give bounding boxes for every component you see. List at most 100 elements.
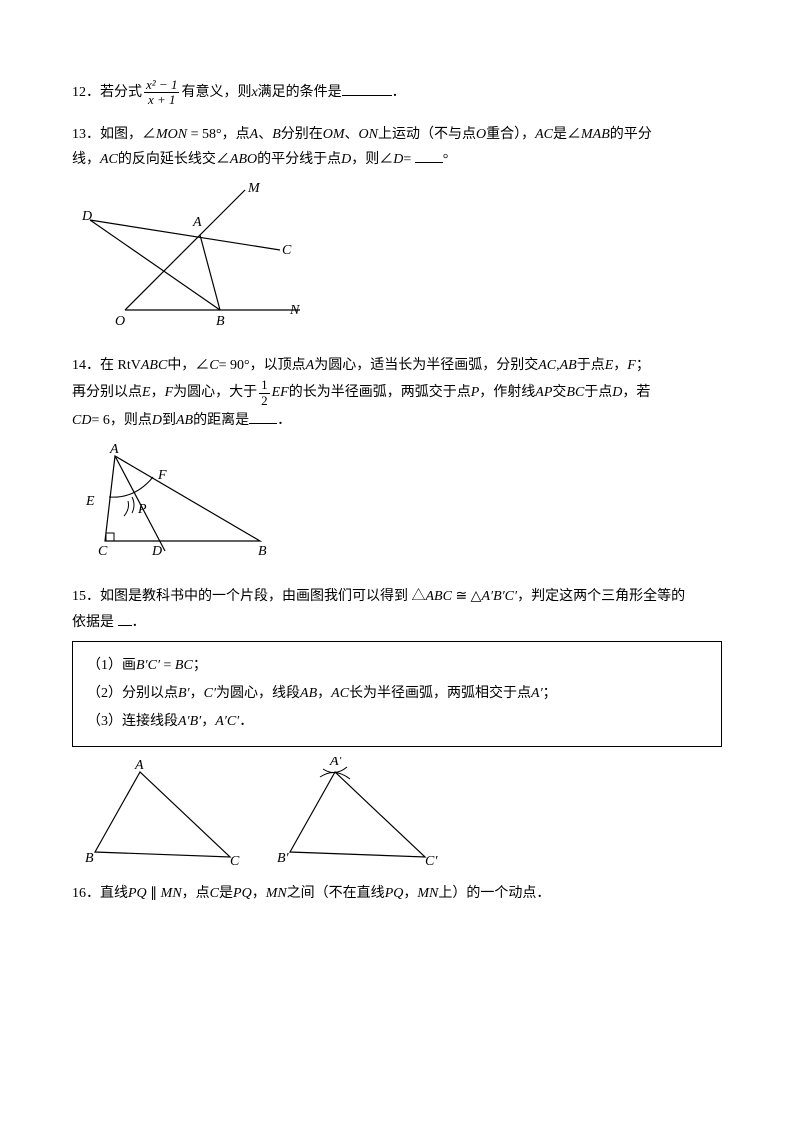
lbl-A2: A′: [329, 757, 343, 769]
lbl-B: B: [85, 851, 94, 866]
t: E: [605, 358, 614, 373]
t: 再分别以点: [72, 385, 142, 400]
figure-13-svg: M D A C O B N: [80, 180, 310, 330]
t: 中，∠: [167, 358, 209, 373]
lbl-O: O: [115, 314, 125, 329]
lbl-M: M: [247, 181, 261, 196]
q14-frac: 12: [259, 378, 270, 408]
t: = 58°，点: [187, 127, 250, 142]
problem-16-text: 16．直线PQ ∥ MN，点C是PQ，MN之间（不在直线PQ，MN上）的一个动点…: [72, 881, 722, 906]
q13-num: 13．: [72, 127, 100, 142]
lbl-B2: B′: [277, 851, 290, 866]
t: F: [165, 385, 174, 400]
q12-post: 满足的条件是: [258, 85, 342, 100]
t: D: [393, 152, 403, 167]
lbl-E: E: [85, 494, 95, 509]
t: ．: [239, 714, 253, 729]
t: 、: [258, 127, 272, 142]
t: AB: [300, 686, 317, 701]
t: ，: [190, 686, 204, 701]
t: 到: [162, 413, 176, 428]
t: 的反向延长线交∠: [118, 152, 230, 167]
t: A: [306, 358, 315, 373]
box-step-2: （2）分别以点B′，C′为圆心，线段AB，AC长为半径画弧，两弧相交于点A′；: [87, 680, 707, 708]
t: 长为半径画弧，两弧相交于点: [349, 686, 531, 701]
lbl-D: D: [81, 209, 92, 224]
q16-num: 16．: [72, 886, 100, 901]
t: 是: [219, 886, 233, 901]
q12-end: ．: [392, 85, 406, 100]
t: C: [209, 358, 218, 373]
t: PQ: [385, 886, 404, 901]
t: 为圆心，线段: [216, 686, 300, 701]
t: B: [272, 127, 281, 142]
t: ∥: [147, 886, 161, 901]
t: 、: [345, 127, 359, 142]
t: （2）分别以点: [87, 686, 178, 701]
q14-num: 14．: [72, 358, 100, 373]
t: ABC: [426, 589, 452, 604]
figure-15-right: A′ B′ C′: [275, 757, 440, 867]
q12-frac-num: x² − 1: [144, 78, 179, 93]
t: A′B′: [178, 714, 201, 729]
q15-blank: [118, 611, 132, 626]
problem-16: 16．直线PQ ∥ MN，点C是PQ，MN之间（不在直线PQ，MN上）的一个动点…: [72, 881, 722, 906]
lbl-C2: C′: [425, 854, 438, 867]
lbl-A: A: [192, 215, 202, 230]
t: ，作射线: [479, 385, 535, 400]
t: ，: [403, 886, 417, 901]
t: BC: [175, 658, 193, 673]
lbl-C: C: [282, 243, 292, 258]
t: ，若: [622, 385, 650, 400]
problem-12: 12．若分式x² − 1x + 1有意义，则x满足的条件是．: [72, 78, 722, 108]
q15-num: 15．: [72, 589, 100, 604]
t: EF: [272, 385, 289, 400]
t: ，点: [182, 886, 210, 901]
t: V: [131, 358, 141, 373]
t: 在 Rt: [100, 358, 131, 373]
q12-pre: 若分式: [100, 85, 142, 100]
t: 如图，∠: [100, 127, 156, 142]
t: MON: [156, 127, 187, 142]
t: D: [341, 152, 351, 167]
t: ON: [359, 127, 378, 142]
t: ，: [317, 686, 331, 701]
t: 上）的一个动点．: [438, 886, 550, 901]
q12-frac-den: x + 1: [144, 93, 179, 107]
q13-blank: [415, 148, 443, 163]
t: =: [403, 152, 411, 167]
box-step-1: （1）画B′C′ = BC；: [87, 652, 707, 680]
t: 分别在: [281, 127, 323, 142]
t: 为圆心，大于: [173, 385, 257, 400]
t: MN: [266, 886, 287, 901]
q14-blank: [249, 409, 277, 424]
lbl-C: C: [230, 854, 240, 867]
q12-fraction: x² − 1x + 1: [144, 78, 179, 108]
box-step-3: （3）连接线段A′B′，A′C′．: [87, 708, 707, 736]
t: ；: [543, 686, 557, 701]
t: 为圆心，适当长为半径画弧，分别交: [314, 358, 538, 373]
t: 的平分线于点: [257, 152, 341, 167]
t: MAB: [581, 127, 610, 142]
t: 2: [259, 394, 270, 408]
t: ；: [193, 658, 207, 673]
figure-13: M D A C O B N: [80, 180, 722, 339]
lbl-F: F: [157, 468, 167, 483]
t: MN: [161, 886, 182, 901]
t: AP: [535, 385, 552, 400]
t: 直线: [100, 886, 128, 901]
lbl-N: N: [289, 303, 300, 318]
t: O: [476, 127, 486, 142]
t: AC: [331, 686, 349, 701]
t: 的距离是: [193, 413, 249, 428]
t: （1）画: [87, 658, 136, 673]
t: 依据是: [72, 615, 114, 630]
problem-14-text: 14．在 RtVABC中，∠C= 90°，以顶点A为圆心，适当长为半径画弧，分别…: [72, 353, 722, 433]
t: 之间（不在直线: [287, 886, 385, 901]
lbl-A: A: [109, 442, 119, 457]
t: B′: [178, 686, 190, 701]
problem-12-text: 12．若分式x² − 1x + 1有意义，则x满足的条件是．: [72, 85, 406, 100]
t: AB: [176, 413, 193, 428]
t: °: [443, 152, 449, 167]
t: AC: [538, 358, 556, 373]
